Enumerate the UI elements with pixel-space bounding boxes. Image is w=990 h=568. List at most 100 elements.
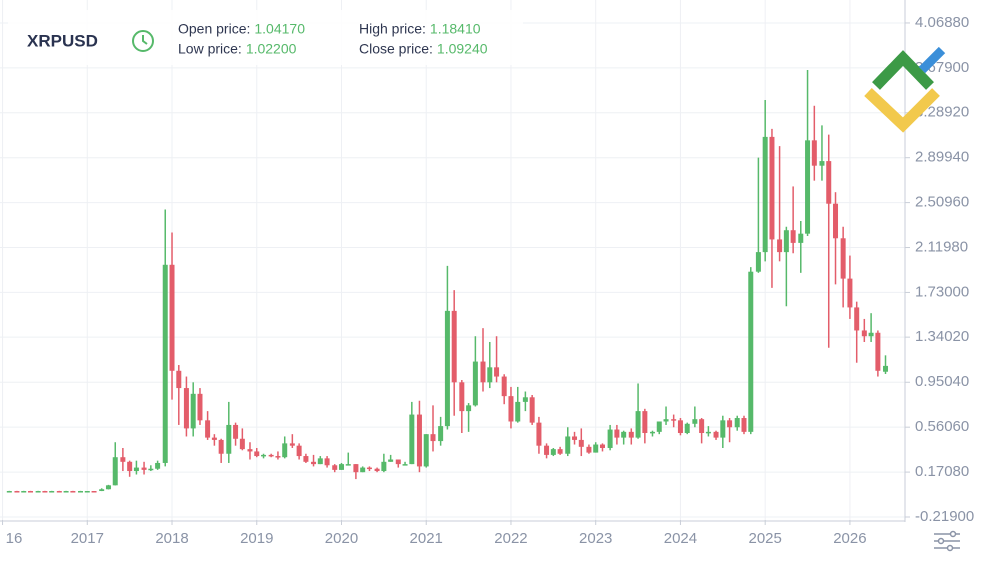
symbol: XRPUSD (27, 31, 98, 50)
candle-body (360, 467, 366, 473)
candle-body (755, 252, 761, 272)
candle-body (783, 230, 789, 253)
y-tick-label: 4.06880 (915, 14, 969, 31)
candle-body (275, 456, 281, 458)
candle-body (430, 434, 436, 442)
x-tick-label: 16 (6, 530, 23, 547)
candle-body (635, 411, 641, 438)
x-tick-label: 2023 (579, 530, 612, 547)
candle-body (805, 140, 811, 234)
candle-body (748, 271, 754, 432)
candle-body (565, 436, 571, 454)
candle-body (381, 461, 387, 472)
info-label: Open price: (178, 21, 250, 37)
candle-body (311, 461, 317, 465)
candle-body (544, 445, 550, 455)
candle-body (466, 405, 472, 412)
candle-body (332, 465, 338, 470)
info-value: 1.09240 (437, 41, 488, 57)
candle-body (247, 449, 253, 452)
candle-body (529, 397, 535, 423)
candle-body (205, 420, 211, 438)
candle-body (317, 458, 323, 465)
candle-body (423, 434, 429, 467)
candle-body (402, 464, 408, 466)
ohlc-info: Open price: 1.04170 Low price: 1.02200 High … (178, 21, 488, 57)
candle-body (840, 238, 846, 279)
candle-body (599, 444, 605, 448)
candle-body (550, 449, 556, 455)
candle-body (49, 491, 55, 493)
x-tick-label: 2018 (155, 530, 188, 547)
candle-body (494, 367, 500, 377)
candle-body (861, 330, 867, 337)
candle-body (21, 491, 27, 493)
axis-labels: -0.21900 0.17080 0.56060 0.95040 1.34020 1.73… (2, 14, 974, 547)
candle-body (720, 420, 726, 438)
candle-body (593, 444, 599, 453)
candle-body (14, 491, 20, 493)
candle-body (28, 491, 34, 493)
logo (864, 46, 946, 133)
candle-body (713, 431, 719, 438)
candle-body (416, 414, 422, 467)
candle-body (578, 439, 584, 447)
candle-body (671, 419, 677, 421)
candle-body (480, 361, 486, 383)
candle-body (868, 332, 874, 337)
candle-body (70, 491, 76, 493)
x-tick-label: 2017 (71, 530, 104, 547)
x-tick-label: 2024 (664, 530, 697, 547)
candle-body (366, 467, 372, 470)
candle-body (254, 451, 260, 457)
candle-body (769, 136, 775, 240)
candle-body (508, 396, 514, 422)
candle-body (395, 459, 401, 465)
candle-body (162, 264, 168, 463)
candle-body (296, 445, 302, 457)
candle-body (105, 485, 111, 490)
candle-body (790, 230, 796, 243)
candle-body (883, 365, 889, 372)
y-tick-label: 1.34020 (915, 328, 969, 345)
candle-body (515, 401, 521, 422)
candle-body (487, 367, 493, 383)
candle-body (78, 491, 84, 493)
candle-body (621, 431, 627, 438)
candle-body (226, 424, 232, 454)
y-tick-label: 2.11980 (915, 238, 968, 255)
candle-body (451, 310, 457, 383)
candle-body (183, 388, 189, 429)
y-tick-label: -0.21900 (915, 508, 974, 525)
y-tick-label: 2.89940 (915, 149, 969, 166)
candle-body (133, 467, 139, 472)
candle-body (692, 419, 698, 424)
candle-body (798, 233, 804, 243)
info-value: 1.02200 (246, 41, 297, 57)
y-tick-label: 0.17080 (915, 463, 969, 480)
candle-body (127, 461, 133, 472)
candle-body (459, 382, 465, 412)
candle-body (762, 136, 768, 253)
candle-body (501, 376, 507, 397)
candle-body (607, 429, 613, 448)
x-tick-label: 2025 (748, 530, 781, 547)
x-tick-label: 2019 (240, 530, 273, 547)
candle-body (84, 491, 90, 493)
candle-body (268, 454, 274, 457)
candle-body (684, 423, 690, 434)
candle-body (56, 491, 62, 493)
settings-icon[interactable] (934, 530, 960, 552)
candle-body (211, 437, 217, 440)
candle-body (572, 436, 578, 440)
clock-icon[interactable] (132, 30, 154, 52)
y-tick-label: 3.28920 (915, 104, 969, 121)
info-label: Close price: (359, 41, 433, 57)
candle-body (141, 467, 147, 470)
info-label: High price: (359, 21, 426, 37)
header-backdrop (8, 10, 523, 65)
candle-body (99, 489, 105, 492)
candle-body (63, 491, 69, 493)
candle-body (699, 419, 705, 434)
